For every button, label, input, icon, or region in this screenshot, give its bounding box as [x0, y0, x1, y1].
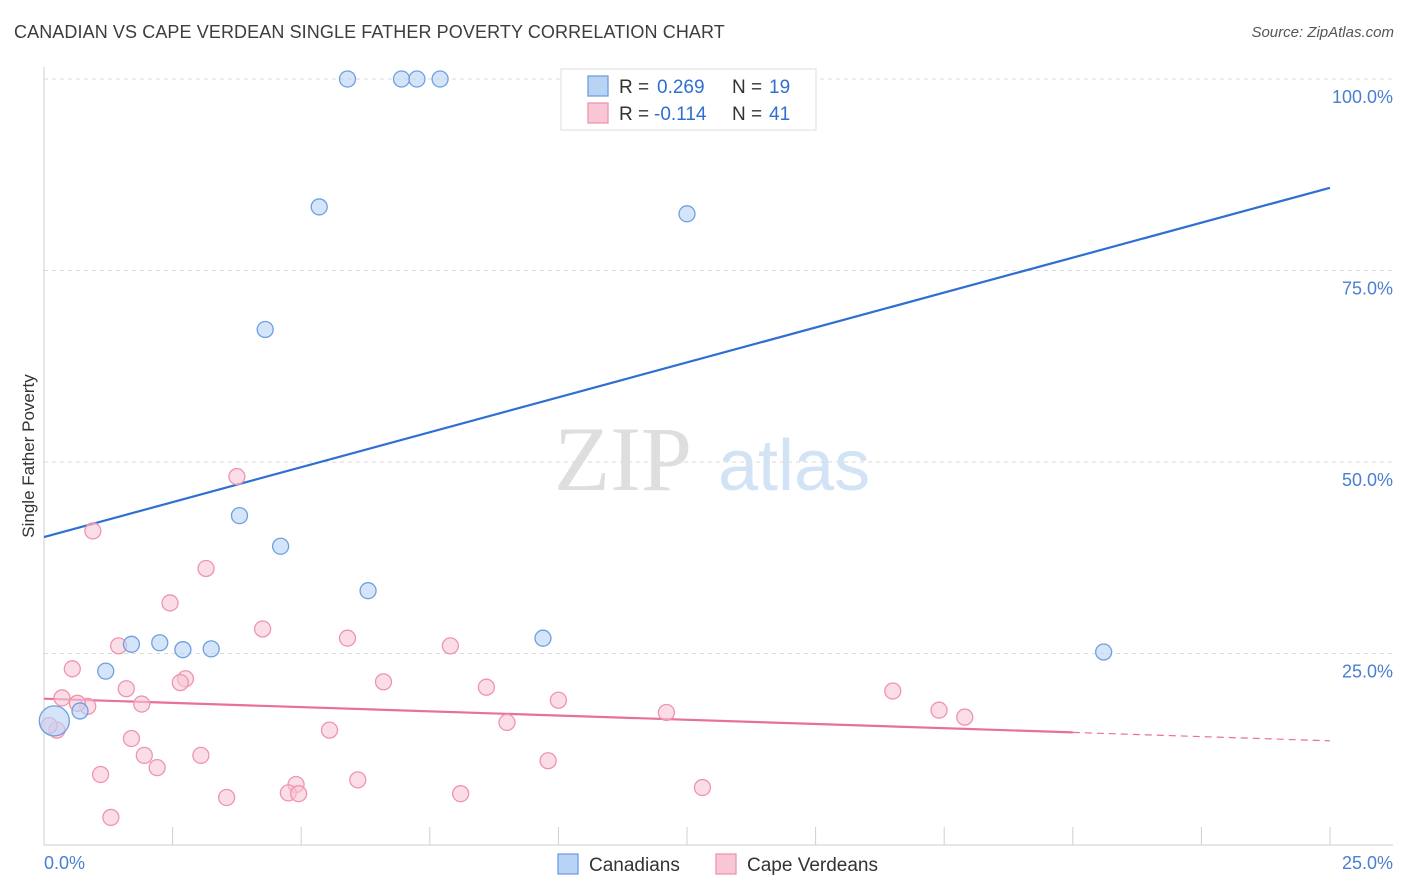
legend-canadian-n-label: N = [732, 77, 762, 98]
watermark-zip: ZIP [554, 408, 692, 510]
cape-verdean-point-20 [657, 703, 676, 722]
cape-verdean-point-10 [171, 673, 189, 692]
bottom-legend-cape-swatch [715, 853, 737, 875]
trend-line-cape-verdeans-extension [1072, 731, 1331, 742]
trend-line-cape-verdeans [43, 697, 1073, 734]
cape-verdean-point-31 [91, 765, 110, 784]
legend-cape-n-label: N = [732, 104, 762, 125]
x-tick-label-min: 0.0% [44, 853, 85, 873]
cape-verdean-point-0 [228, 467, 246, 486]
canadian-point-1 [392, 70, 411, 88]
cape-verdean-point-6 [441, 637, 460, 655]
cape-verdean-point-3 [161, 594, 179, 612]
canadian-point-12 [174, 641, 192, 659]
bottom-legend-cape-label: Cape Verdeans [747, 855, 878, 876]
canadian-point-3 [431, 70, 449, 88]
y-tick-label-3: 100.0% [1332, 87, 1393, 107]
canadian-point-2 [408, 70, 426, 88]
canadian-point-0 [338, 70, 357, 88]
cape-verdean-point-11 [374, 673, 393, 691]
trend-lines [43, 186, 1331, 742]
cape-verdean-point-4 [253, 620, 272, 638]
canadian-point-10 [151, 634, 169, 652]
y-tick-label-2: 75.0% [1342, 279, 1393, 299]
y-axis-label: Single Father Poverty [19, 374, 38, 538]
legend-canadian-r-label: R = [619, 77, 649, 98]
cape-verdean-point-13 [117, 680, 135, 698]
canadian-point-16 [97, 662, 115, 680]
grid-lines [44, 78, 1393, 654]
cape-verdean-point-27 [135, 746, 153, 765]
cape-verdean-point-5 [338, 629, 357, 647]
legend-canadian-swatch [587, 75, 609, 97]
canadian-point-17 [71, 702, 89, 720]
cape-verdean-point-37 [452, 785, 470, 803]
cape-verdean-point-26 [122, 729, 141, 748]
legend-top: R = 0.269 N = 19 R = -0.114 N = 41 [560, 68, 817, 131]
cape-verdean-point-32 [349, 771, 367, 789]
x-tick-label-max: 25.0% [1342, 853, 1393, 873]
cape-verdean-point-8 [63, 660, 81, 678]
y-tick-label-1: 50.0% [1342, 470, 1393, 490]
cape-verdean-point-36 [289, 785, 308, 803]
y-tick-labels: 25.0% 50.0% 75.0% 100.0% [1332, 87, 1393, 682]
cape-verdean-point-17 [133, 695, 151, 713]
cape-verdean-point-16 [549, 691, 568, 709]
canadian-point-11 [122, 635, 141, 653]
cape-verdean-point-14 [884, 682, 902, 700]
y-tick-label-0: 25.0% [1342, 662, 1393, 682]
canadian-point-15 [1095, 643, 1113, 661]
cape-verdean-point-39 [102, 808, 120, 827]
cape-verdean-point-38 [217, 788, 236, 807]
cape-verdean-point-30 [148, 758, 166, 777]
cape-verdean-point-23 [498, 713, 516, 732]
canadian-point-4 [310, 198, 328, 216]
canadian-point-5 [678, 205, 696, 223]
bottom-legend-canadian-label: Canadians [589, 855, 680, 876]
canadian-point-7 [230, 506, 249, 525]
legend-canadian-n-value: 19 [769, 77, 790, 98]
bottom-legend-canadian-swatch [557, 853, 579, 875]
cape-verdean-point-25 [320, 721, 339, 739]
cape-verdean-point-15 [53, 689, 71, 707]
trend-line-canadians [43, 186, 1331, 539]
cape-verdean-point-21 [930, 701, 948, 719]
canadian-point-6 [256, 320, 274, 339]
legend-cape-n-value: 41 [769, 104, 790, 125]
cape-verdean-point-12 [477, 678, 496, 696]
chart-title: CANADIAN VS CAPE VERDEAN SINGLE FATHER P… [14, 22, 725, 42]
watermark-atlas: atlas [718, 426, 870, 506]
cape-verdean-point-1 [84, 522, 102, 540]
legend-bottom: Canadians Cape Verdeans [557, 853, 878, 876]
canadian-point-13 [202, 640, 220, 658]
canadian-point-14 [534, 629, 552, 647]
canadian-point-8 [271, 537, 290, 555]
cape-verdean-point-34 [693, 778, 712, 797]
cape-verdean-point-29 [539, 752, 557, 770]
legend-cape-r-value: -0.114 [654, 104, 707, 125]
cape-verdean-point-28 [192, 746, 210, 765]
legend-canadian-r-value: 0.269 [657, 77, 705, 98]
canadian-point-18 [38, 705, 70, 737]
cape-verdean-point-2 [197, 559, 215, 578]
legend-cape-swatch [587, 102, 609, 124]
canadian-point-9 [359, 582, 377, 600]
data-points [38, 70, 1113, 827]
cape-verdean-point-22 [956, 708, 974, 726]
legend-cape-r-label: R = [619, 104, 649, 125]
source-label: Source: ZipAtlas.com [1251, 24, 1394, 41]
